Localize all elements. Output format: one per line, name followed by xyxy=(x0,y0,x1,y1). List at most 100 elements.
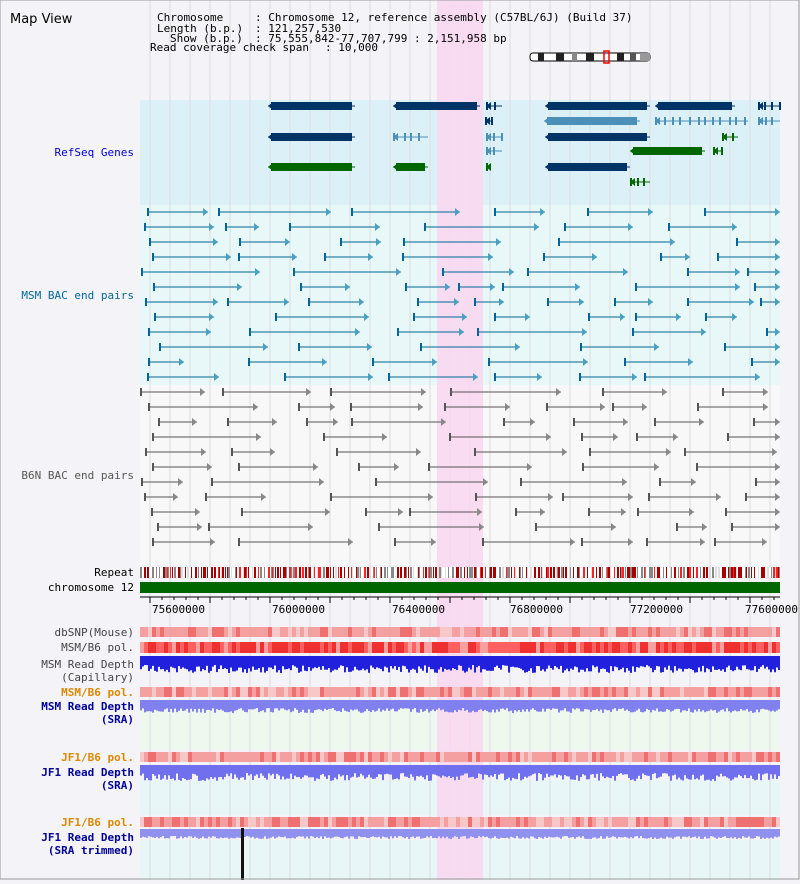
read-depth-bar xyxy=(448,829,450,839)
polymorphism-cell xyxy=(520,817,524,827)
polymorphism-cell xyxy=(468,752,472,762)
read-depth-bar xyxy=(386,656,388,668)
polymorphism-cell xyxy=(168,752,172,762)
map-view-canvas[interactable]: Map View Chromosome : Chromosome 12, ref… xyxy=(0,0,800,880)
polymorphism-cell xyxy=(752,627,756,637)
read-depth-bar xyxy=(276,765,278,774)
read-depth-bar xyxy=(670,765,672,781)
polymorphism-cell xyxy=(372,752,376,762)
read-depth-bar xyxy=(728,700,730,711)
bac-end xyxy=(751,358,753,366)
repeat-element xyxy=(327,567,329,578)
read-depth-bar xyxy=(398,700,400,710)
chromosome-ideogram[interactable] xyxy=(530,51,650,63)
read-depth-bar xyxy=(270,700,272,712)
polymorphism-cell xyxy=(368,642,372,653)
read-depth-bar xyxy=(664,700,666,712)
bac-end xyxy=(546,403,548,411)
read-depth-bar xyxy=(364,829,366,837)
read-depth-bar xyxy=(246,765,248,773)
repeat-element xyxy=(553,567,555,578)
repeat-element xyxy=(244,567,246,578)
polymorphism-cell xyxy=(592,627,596,637)
read-depth-bar xyxy=(404,656,406,666)
polymorphism-cell xyxy=(628,752,632,762)
polymorphism-cell xyxy=(172,642,176,653)
read-depth-bar xyxy=(240,700,242,708)
read-depth-bar xyxy=(696,829,698,838)
track-label-jf1-read-depth-trimmed[interactable]: JF1 Read Depth xyxy=(41,831,134,844)
polymorphism-cell xyxy=(388,627,392,637)
read-depth-bar xyxy=(760,829,762,839)
track-label-repeat[interactable]: Repeat xyxy=(94,566,134,579)
bac-end xyxy=(450,388,452,396)
polymorphism-cell xyxy=(596,642,600,653)
polymorphism-cell xyxy=(732,817,736,827)
polymorphism-cell xyxy=(604,687,608,697)
track-label-jf1-b6-pol[interactable]: JF1/B6 pol. xyxy=(61,751,134,764)
read-depth-bar xyxy=(252,700,254,709)
read-depth-bar xyxy=(184,829,186,837)
polymorphism-cell xyxy=(660,642,664,653)
read-depth-bar xyxy=(646,700,648,709)
read-depth-bar xyxy=(756,765,758,780)
chromosome-bar[interactable] xyxy=(140,582,780,593)
track-label-chromosome[interactable]: chromosome 12 xyxy=(48,581,134,594)
repeat-track[interactable] xyxy=(140,567,780,578)
read-depth-bar xyxy=(460,700,462,710)
polymorphism-cell xyxy=(536,687,540,697)
track-label-dbsnp[interactable]: dbSNP(Mouse) xyxy=(55,626,134,639)
read-depth-bar xyxy=(540,656,542,671)
read-depth-bar xyxy=(388,765,390,774)
polymorphism-cell xyxy=(200,817,204,827)
gene-exon xyxy=(719,117,721,125)
track-label-jf1-read-depth-sra[interactable]: JF1 Read Depth xyxy=(41,766,134,779)
repeat-element xyxy=(746,567,747,578)
polymorphism-cell xyxy=(384,642,388,653)
track-label-msm-read-depth-capillary[interactable]: MSM Read Depth xyxy=(41,658,134,671)
read-depth-bar xyxy=(204,829,206,838)
read-depth-bar xyxy=(508,700,510,711)
track-label-refseq[interactable]: RefSeq Genes xyxy=(55,146,134,159)
polymorphism-cell xyxy=(548,642,552,653)
polymorphism-cell xyxy=(544,687,548,697)
polymorphism-cell xyxy=(444,627,448,637)
track-label-b6n-bac[interactable]: B6N BAC end pairs xyxy=(21,469,134,482)
read-depth-bar xyxy=(656,656,658,666)
track-label-msm-b6-pol-2[interactable]: MSM/B6 pol. xyxy=(61,686,134,699)
polymorphism-cell xyxy=(584,687,588,697)
read-depth-bar xyxy=(208,656,210,673)
polymorphism-cell xyxy=(212,817,216,827)
read-depth-bar xyxy=(728,765,730,779)
read-depth-bar xyxy=(148,829,150,836)
polymorphism-cell xyxy=(424,687,428,697)
polymorphism-cell xyxy=(272,752,276,762)
polymorphism-cell xyxy=(260,687,264,697)
repeat-element xyxy=(678,567,679,578)
track-label-msm-b6-pol[interactable]: MSM/B6 pol. xyxy=(61,641,134,654)
read-depth-bar xyxy=(736,765,738,778)
read-depth-bar xyxy=(648,765,650,776)
repeat-element xyxy=(367,567,369,578)
track-label-msm-read-depth-sra[interactable]: MSM Read Depth xyxy=(41,700,134,713)
read-depth-bar xyxy=(756,829,758,836)
track-label-jf1-b6-pol-2[interactable]: JF1/B6 pol. xyxy=(61,816,134,829)
polymorphism-cell xyxy=(684,752,688,762)
read-depth-bar xyxy=(630,700,632,712)
repeat-element xyxy=(278,567,279,578)
polymorphism-cell xyxy=(760,817,764,827)
repeat-element xyxy=(762,567,763,578)
polymorphism-cell xyxy=(340,627,344,637)
selected-region-highlight[interactable] xyxy=(437,0,483,880)
read-depth-bar xyxy=(400,656,402,672)
repeat-element xyxy=(381,567,382,578)
read-depth-bar xyxy=(720,829,722,838)
read-depth-bar xyxy=(340,765,342,776)
read-depth-bar xyxy=(200,656,202,671)
track-label-msm-bac[interactable]: MSM BAC end pairs xyxy=(21,289,134,302)
polymorphism-cell xyxy=(284,817,288,827)
read-depth-bar xyxy=(144,700,146,712)
polymorphism-cell xyxy=(516,817,520,827)
polymorphism-cell xyxy=(640,817,644,827)
polymorphism-cell xyxy=(588,817,592,827)
